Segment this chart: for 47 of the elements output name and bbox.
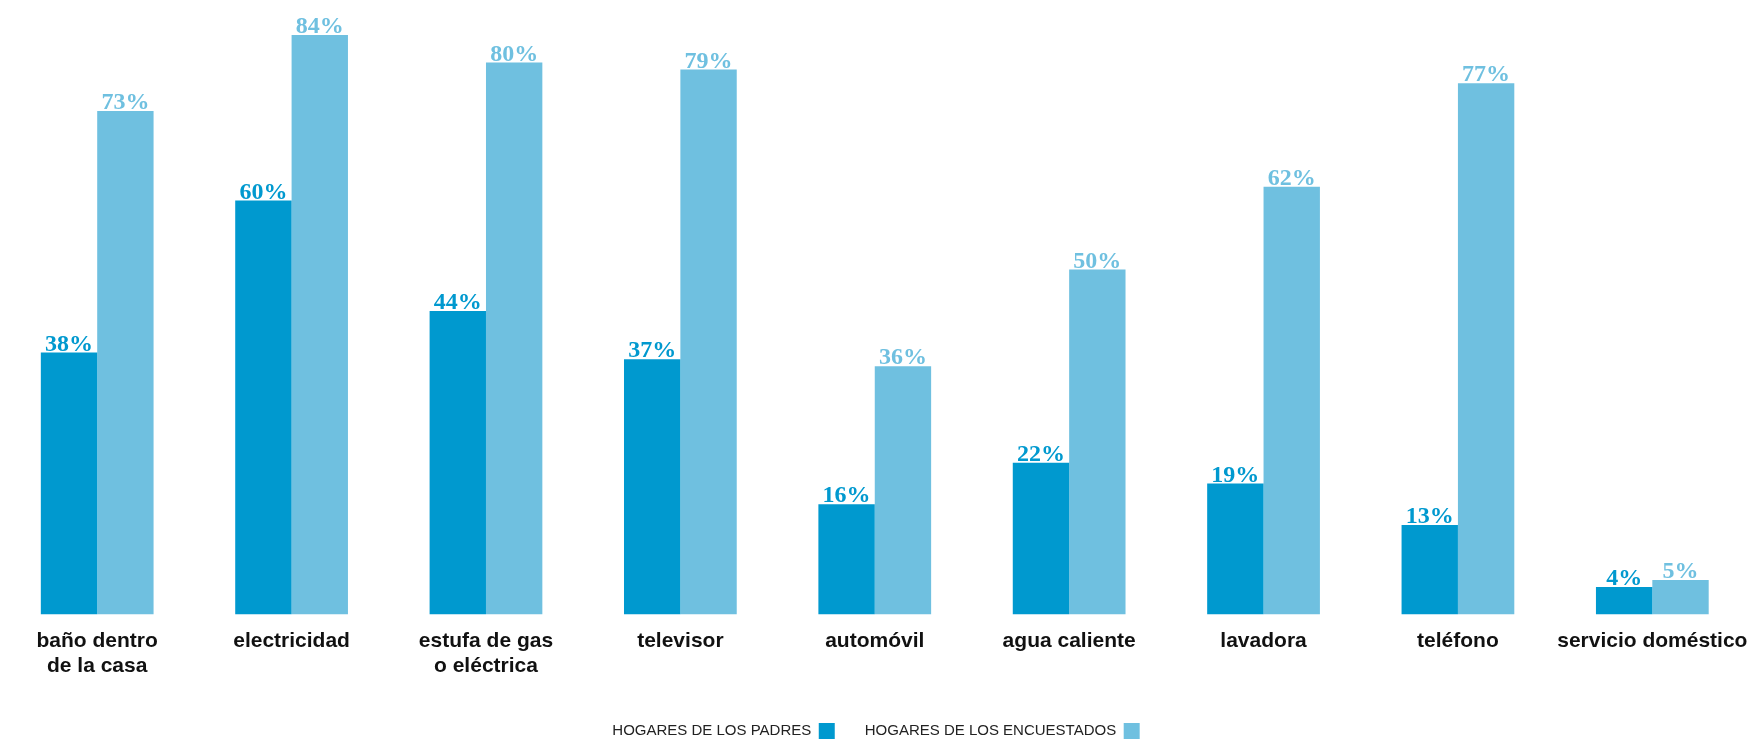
legend-label: HOGARES DE LOS PADRES	[612, 721, 812, 739]
x-tick-label: baño dentro de la casa	[36, 628, 158, 677]
data-label: 60%	[239, 177, 288, 204]
bar	[680, 69, 737, 615]
x-tick-label: servicio doméstico	[1557, 628, 1748, 651]
data-label: 38%	[45, 329, 94, 356]
bar	[1069, 269, 1126, 615]
x-tick-label: automóvil	[825, 628, 925, 651]
data-label: 22%	[1016, 440, 1065, 466]
x-tick-label: teléfono	[1417, 628, 1499, 651]
bar	[1652, 580, 1709, 615]
bar	[235, 200, 292, 615]
data-label: 4%	[1606, 564, 1643, 591]
data-label: 77%	[1462, 60, 1511, 87]
data-label: 50%	[1073, 246, 1122, 273]
legend-label: HOGARES DE LOS ENCUESTADOS	[864, 721, 1117, 739]
bar	[97, 110, 154, 615]
x-tick-label: agua caliente	[1002, 628, 1136, 651]
data-label: 19%	[1211, 460, 1260, 487]
bar	[624, 359, 681, 615]
data-label: 80%	[490, 39, 539, 66]
data-label: 79%	[684, 46, 733, 73]
bar	[818, 504, 875, 615]
bar	[1012, 462, 1070, 615]
data-label: 44%	[433, 288, 482, 315]
bar	[485, 62, 543, 615]
data-label: 13%	[1405, 502, 1454, 529]
bar	[1263, 186, 1320, 615]
bar	[1457, 83, 1515, 615]
data-label: 36%	[878, 343, 927, 370]
data-label: 73%	[101, 88, 150, 115]
data-label: 37%	[628, 336, 677, 363]
data-label: 16%	[822, 481, 871, 508]
bar	[874, 366, 932, 615]
bar	[429, 310, 486, 615]
data-label: 5%	[1662, 557, 1699, 584]
x-tick-label: electricidad	[233, 628, 350, 651]
x-tick-label: lavadora	[1220, 628, 1308, 651]
bar	[291, 34, 348, 615]
x-tick-label: televisor	[637, 628, 724, 651]
x-tick-label: estufa de gas o eléctrica	[418, 628, 554, 677]
bar	[40, 352, 98, 615]
bar	[1595, 587, 1653, 615]
bar	[1401, 524, 1458, 615]
bar	[1207, 483, 1264, 615]
data-label: 84%	[295, 12, 344, 39]
data-label: 62%	[1267, 163, 1316, 190]
